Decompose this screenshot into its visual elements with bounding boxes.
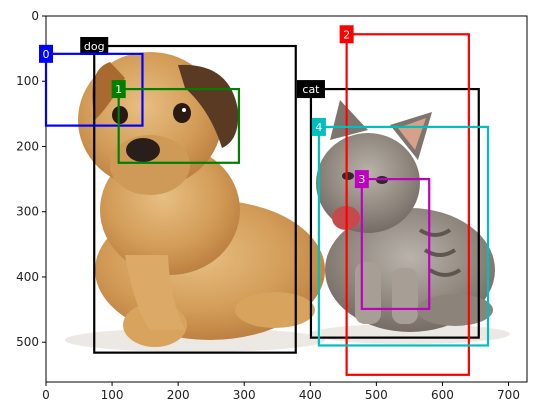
bounding-boxes: dog cat 0 1 2 3 4 [39, 25, 490, 376]
x-tick-label: 400 [299, 388, 322, 402]
box-label-0: 0 [43, 48, 50, 61]
x-tick-label: 500 [365, 388, 388, 402]
x-tick-label: 700 [497, 388, 520, 402]
box-label-background-3 [354, 170, 369, 189]
box-label-dog: dog [84, 40, 105, 53]
y-tick-label: 300 [16, 205, 39, 219]
box-label-background-2 [339, 25, 354, 44]
box-label-background-1 [111, 80, 126, 99]
y-tick-label: 100 [16, 74, 39, 88]
axes-frame [45, 15, 528, 383]
y-tick-label: 0 [31, 9, 39, 23]
box-label-cat: cat [302, 83, 320, 96]
bounding-box-1 [117, 87, 241, 164]
bounding-box-2 [345, 33, 470, 376]
x-tick-label: 600 [431, 388, 454, 402]
x-tick-label: 0 [42, 388, 50, 402]
box-label-background-0 [39, 44, 53, 63]
box-label-4: 4 [315, 121, 322, 134]
y-tick-label: 400 [16, 270, 39, 284]
box-label-1: 1 [115, 83, 122, 96]
box-label-2: 2 [343, 28, 350, 41]
x-tick-label: 100 [101, 388, 124, 402]
bounding-box-3 [360, 178, 431, 311]
x-tick-label: 200 [167, 388, 190, 402]
box-label-3: 3 [358, 173, 365, 186]
bounding-box-dog [93, 44, 297, 354]
box-label-background-4 [311, 117, 326, 136]
y-tick-label: 500 [16, 335, 39, 349]
bounding-box-4 [317, 125, 490, 347]
x-tick-label: 300 [233, 388, 256, 402]
box-label-background-dog [80, 37, 109, 56]
photo-image [46, 16, 527, 382]
axis-ticks: 0 100 200 300 400 500 600 700 0 100 200 300 400 500 [16, 9, 520, 402]
bounding-box-cat [309, 87, 480, 339]
y-tick-label: 200 [16, 139, 39, 153]
box-label-background-cat [296, 80, 325, 99]
